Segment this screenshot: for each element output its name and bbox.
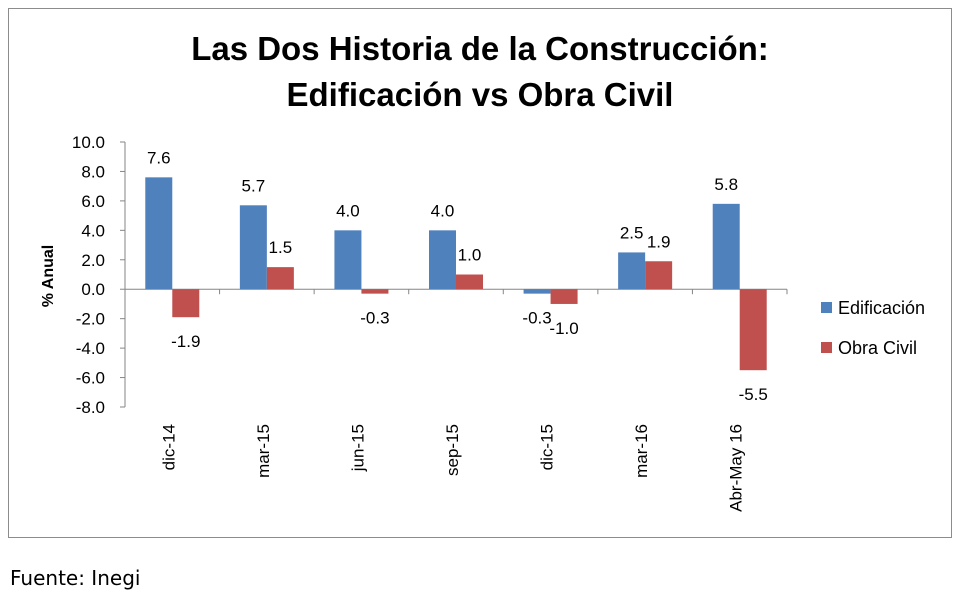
y-tick-label: 8.0	[81, 162, 105, 181]
y-tick-label: 2.0	[81, 251, 105, 270]
legend-swatch-obra-civil	[821, 342, 832, 353]
y-tick-label: 6.0	[81, 192, 105, 211]
data-label: -0.3	[522, 309, 551, 328]
bar-obra-civil	[266, 267, 294, 290]
legend-swatch-edificacion	[821, 302, 832, 313]
bar-edificacion	[618, 252, 646, 290]
y-tick-label: -4.0	[76, 339, 105, 358]
x-tick-label: Abr-May 16	[727, 424, 746, 512]
bar-obra-civil	[456, 274, 483, 290]
bar-obra-civil	[739, 289, 767, 371]
x-tick-label: sep-15	[443, 424, 462, 476]
bar-obra-civil	[550, 289, 578, 304]
bar-edificacion	[145, 177, 173, 290]
x-tick-label: mar-16	[632, 424, 651, 478]
legend: Edificación Obra Civil	[821, 298, 925, 358]
x-tick-label: mar-15	[254, 424, 273, 478]
bar-edificacion	[429, 230, 456, 290]
bar-edificacion	[239, 205, 267, 290]
y-tick-label: -6.0	[76, 369, 105, 388]
data-label: 5.7	[242, 176, 266, 195]
x-tick-label: dic-14	[159, 424, 178, 470]
source-note: Fuente: Inegi	[10, 566, 141, 590]
x-tick-label: jun-15	[348, 424, 367, 472]
legend-label: Edificación	[838, 298, 925, 318]
data-label: -1.9	[171, 332, 200, 351]
legend-label: Obra Civil	[838, 338, 917, 358]
data-label: 2.5	[620, 223, 644, 242]
bar-edificacion	[712, 203, 740, 290]
chart-title-line2: Edificación vs Obra Civil	[287, 76, 674, 113]
data-label: -5.5	[739, 385, 768, 404]
data-label: 4.0	[336, 201, 360, 220]
y-tick-label: -8.0	[76, 398, 105, 417]
data-label: -1.0	[549, 319, 578, 338]
y-axis-label: % Anual	[40, 245, 57, 308]
bar-obra-civil	[172, 289, 200, 318]
bar-obra-civil	[361, 289, 389, 294]
data-label: 1.5	[269, 238, 293, 257]
data-label: 4.0	[431, 201, 455, 220]
bar-obra-civil	[645, 261, 673, 290]
y-tick-label: 4.0	[81, 221, 105, 240]
x-tick-label: dic-15	[538, 424, 557, 470]
data-label: 1.9	[647, 232, 671, 251]
chart-title-line1: Las Dos Historia de la Construcción:	[191, 30, 769, 67]
bar-edificacion	[334, 230, 362, 290]
y-tick-label: 10.0	[72, 133, 105, 152]
data-label: 1.0	[458, 246, 482, 265]
bar-edificacion	[523, 289, 551, 294]
bar-chart: Las Dos Historia de la Construcción: Edi…	[40, 30, 925, 512]
data-label: 7.6	[147, 148, 171, 167]
data-label: -0.3	[360, 309, 389, 328]
data-label: 5.8	[714, 175, 738, 194]
y-tick-label: -2.0	[76, 310, 105, 329]
y-tick-label: 0.0	[81, 280, 105, 299]
plot-area: 10.0 8.0 6.0 4.0 2.0 0.0 -2.0 -4.0 -6.0 -8.0 dic-1…	[72, 133, 788, 512]
